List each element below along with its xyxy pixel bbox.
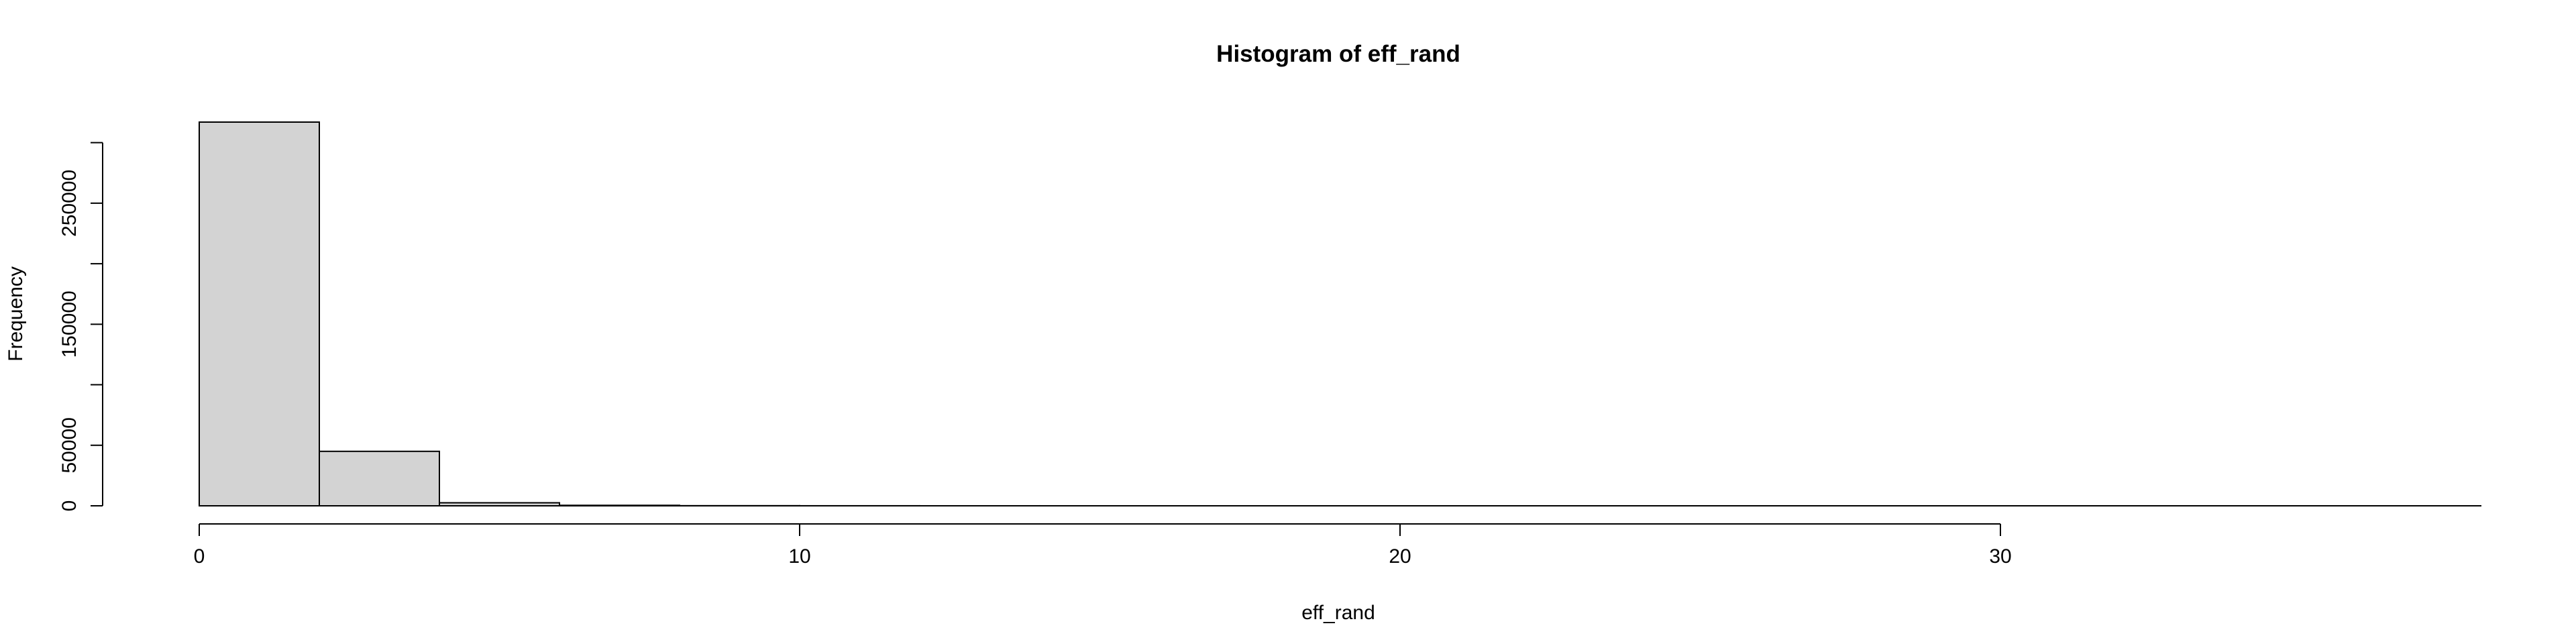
x-tick-label-1: 10: [788, 545, 810, 568]
histogram-bar-2: [439, 502, 560, 506]
chart-title: Histogram of eff_rand: [1216, 41, 1460, 67]
x-axis: 0 10 20 30: [194, 523, 2012, 568]
x-tick-label-3: 30: [1989, 545, 2011, 568]
x-tick-label-0: 0: [194, 545, 205, 568]
y-axis-label: Frequency: [5, 266, 27, 362]
histogram-bar-3: [559, 504, 680, 507]
x-axis-label: eff_rand: [1301, 602, 1375, 624]
y-tick-label-1: 50000: [58, 417, 80, 473]
y-axis: 0 50000 150000 250000: [58, 142, 103, 512]
y-tick-label-5: 250000: [58, 170, 80, 237]
bars-layer: [199, 121, 2481, 507]
y-tick-label-0: 0: [58, 500, 80, 512]
histogram-bar-1: [319, 450, 440, 507]
histogram-bar-0: [199, 121, 320, 506]
x-tick-label-2: 20: [1389, 545, 1411, 568]
y-tick-label-3: 150000: [58, 290, 80, 358]
